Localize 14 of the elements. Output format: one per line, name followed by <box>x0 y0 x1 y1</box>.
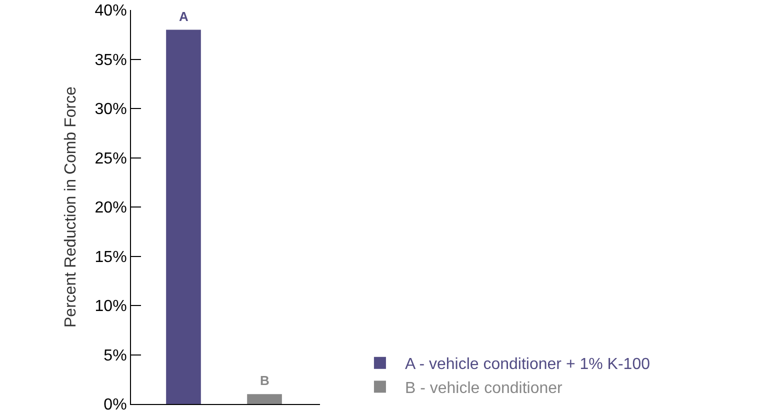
x-tick-label: B <box>260 373 270 388</box>
y-tick-label: 35% <box>94 52 127 69</box>
y-tick-label: 5% <box>104 347 127 364</box>
legend-label: B - vehicle conditioner <box>404 380 564 397</box>
y-tick-label: 30% <box>94 101 127 118</box>
y-axis-title: Percent Reduction in Comb Force <box>62 86 80 328</box>
y-tick-label: 25% <box>94 150 127 168</box>
y-tick-label: 40% <box>94 2 127 20</box>
legend-label: A - vehicle conditioner + 1% K-100 <box>404 356 650 374</box>
y-tick-label: 10% <box>94 298 127 316</box>
y-tick-label: 0% <box>104 396 127 414</box>
y-tick-label: 15% <box>94 248 127 266</box>
y-tick-label: 20% <box>94 200 127 217</box>
x-tick-label: A <box>179 9 189 24</box>
